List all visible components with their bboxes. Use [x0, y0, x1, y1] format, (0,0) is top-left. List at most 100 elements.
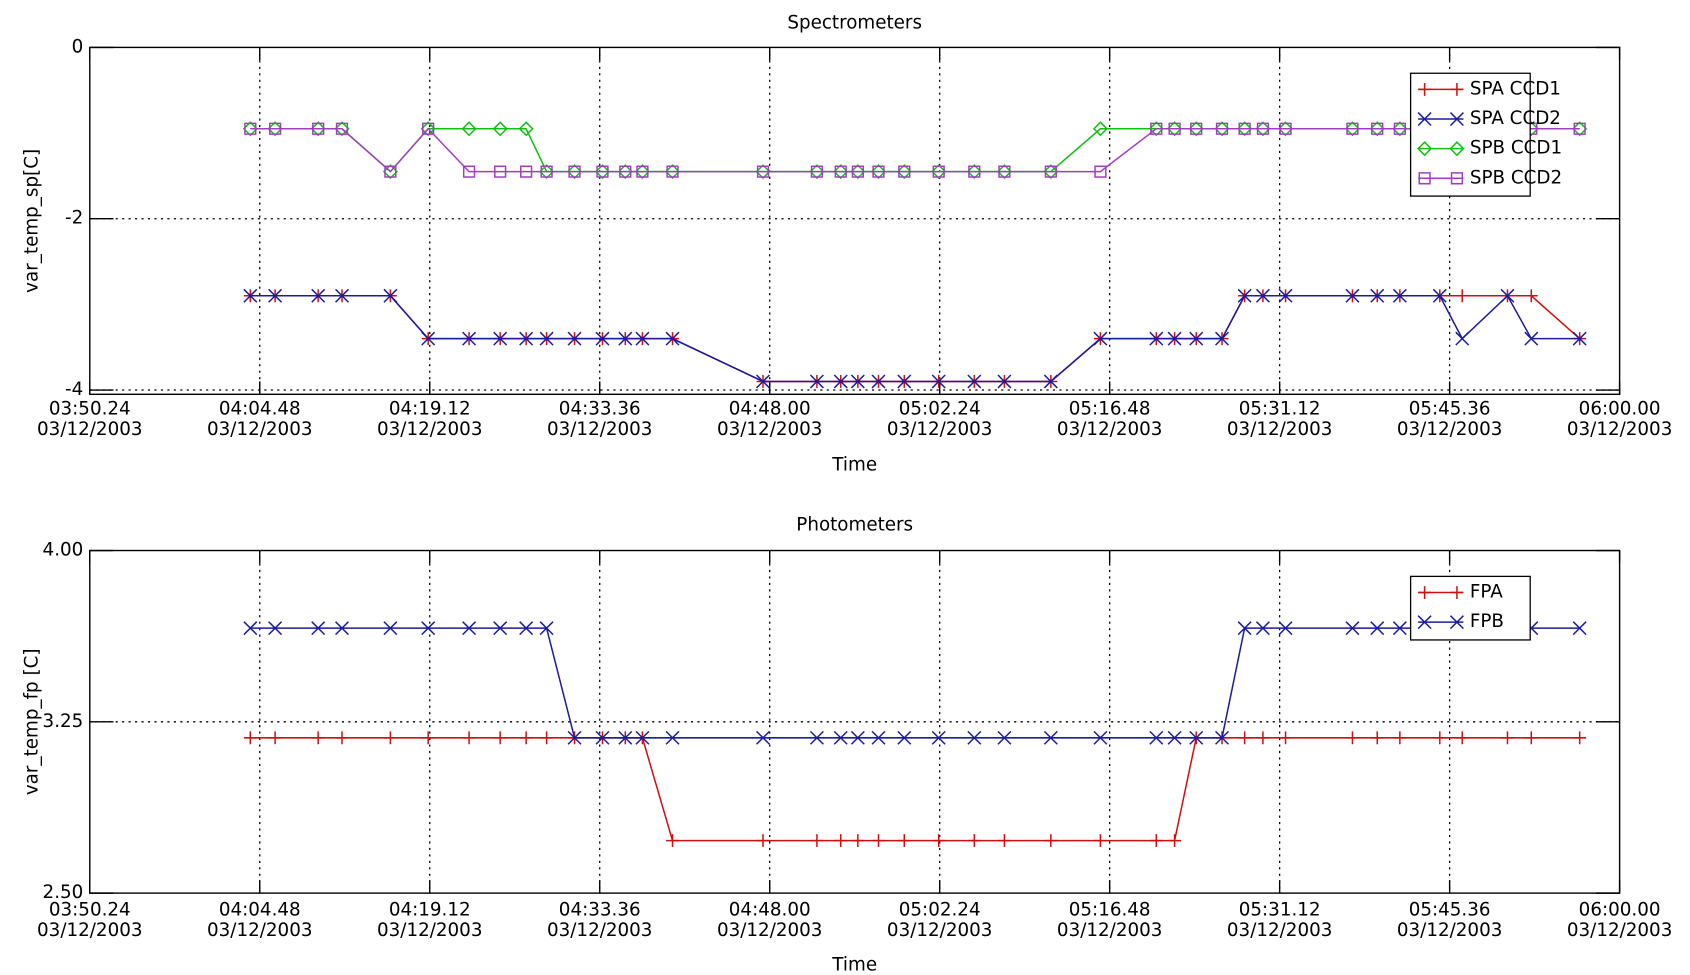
x-axis-label: Time — [831, 454, 877, 475]
data-marker — [383, 731, 397, 745]
data-marker — [1168, 122, 1181, 135]
data-marker — [1573, 122, 1586, 135]
data-marker — [851, 165, 864, 178]
data-marker — [1572, 621, 1587, 636]
data-marker — [1346, 122, 1359, 135]
data-marker — [1044, 165, 1057, 178]
legend-marker — [1449, 615, 1464, 630]
x-tick-date: 03/12/2003 — [547, 920, 652, 941]
x-tick-label: 05:16.48 — [1069, 398, 1151, 419]
data-marker — [996, 164, 1012, 180]
data-marker — [872, 834, 885, 848]
data-marker — [242, 121, 258, 137]
data-marker — [1392, 288, 1407, 303]
x-tick-label: 05:45.36 — [1409, 899, 1491, 920]
y-tick-label: 3.25 — [43, 711, 84, 732]
data-marker — [809, 730, 824, 745]
data-marker — [1043, 374, 1058, 389]
data-marker — [850, 730, 865, 745]
data-marker — [1093, 730, 1108, 745]
data-marker — [755, 164, 771, 180]
data-marker — [665, 730, 680, 745]
data-marker — [420, 121, 436, 137]
data-marker — [1093, 834, 1107, 848]
series-line — [250, 294, 1580, 383]
data-marker — [1278, 621, 1293, 636]
data-marker — [897, 730, 912, 745]
data-marker — [1455, 289, 1469, 303]
data-marker — [268, 621, 283, 636]
data-marker — [872, 165, 885, 178]
data-marker — [1237, 288, 1252, 303]
legend-label: SPB CCD1 — [1470, 138, 1562, 159]
data-marker — [1256, 731, 1270, 745]
data-marker — [422, 122, 435, 135]
data-marker — [997, 834, 1011, 848]
data-marker — [1149, 730, 1164, 745]
data-marker — [540, 731, 554, 745]
data-marker — [567, 331, 582, 346]
data-marker — [833, 374, 848, 389]
data-marker — [1278, 121, 1294, 137]
data-marker — [1255, 288, 1270, 303]
y-tick-label: 4.00 — [43, 540, 84, 561]
data-marker — [312, 122, 325, 135]
x-tick-label: 05:45.36 — [1409, 398, 1491, 419]
data-marker — [1573, 731, 1587, 745]
data-marker — [243, 621, 258, 636]
data-marker — [335, 731, 349, 745]
data-marker — [1167, 730, 1182, 745]
data-marker — [1524, 331, 1539, 346]
data-marker — [897, 834, 911, 848]
y-tick-label: 2.50 — [43, 882, 84, 903]
data-marker — [568, 165, 581, 178]
data-marker — [268, 731, 282, 745]
data-marker — [1393, 731, 1407, 745]
data-marker — [1190, 122, 1203, 135]
data-marker — [664, 164, 681, 180]
data-marker — [1255, 121, 1271, 137]
legend-marker — [1450, 586, 1464, 600]
x-tick-label: 03:50.24 — [49, 398, 131, 419]
data-marker — [567, 730, 582, 745]
data-marker — [1149, 331, 1164, 346]
data-marker — [1215, 331, 1230, 346]
data-marker — [243, 288, 258, 303]
data-marker — [809, 374, 824, 389]
x-tick-label: 05:02.24 — [899, 398, 981, 419]
data-marker — [1092, 121, 1108, 137]
x-tick-date: 03/12/2003 — [1057, 920, 1162, 941]
data-marker — [1392, 621, 1407, 636]
data-marker — [870, 164, 887, 180]
data-marker — [519, 621, 534, 636]
data-marker — [493, 731, 507, 745]
data-marker — [1043, 730, 1058, 745]
data-marker — [594, 164, 611, 180]
data-marker — [834, 834, 848, 848]
legend-label: SPA CCD2 — [1470, 108, 1561, 129]
data-marker — [384, 165, 397, 178]
data-marker — [618, 331, 633, 346]
data-marker — [834, 165, 847, 178]
data-marker — [1278, 288, 1293, 303]
data-marker — [518, 121, 534, 137]
x-tick-date: 03/12/2003 — [1227, 419, 1332, 440]
legend-marker — [1450, 82, 1464, 96]
data-marker — [421, 331, 436, 346]
data-marker — [334, 621, 349, 636]
y-tick-label: -2 — [65, 208, 83, 229]
data-marker — [595, 730, 610, 745]
data-marker — [1572, 121, 1588, 137]
data-marker — [1501, 731, 1514, 745]
x-tick-label: 04:04.48 — [219, 398, 301, 419]
series-line — [250, 128, 1580, 173]
data-marker — [966, 164, 982, 180]
data-marker — [997, 374, 1012, 389]
data-marker — [462, 165, 476, 178]
data-marker — [809, 164, 825, 180]
x-tick-date: 03/12/2003 — [1567, 920, 1672, 941]
data-marker — [244, 122, 257, 135]
x-tick-date: 03/12/2003 — [37, 920, 142, 941]
data-marker — [382, 164, 398, 180]
